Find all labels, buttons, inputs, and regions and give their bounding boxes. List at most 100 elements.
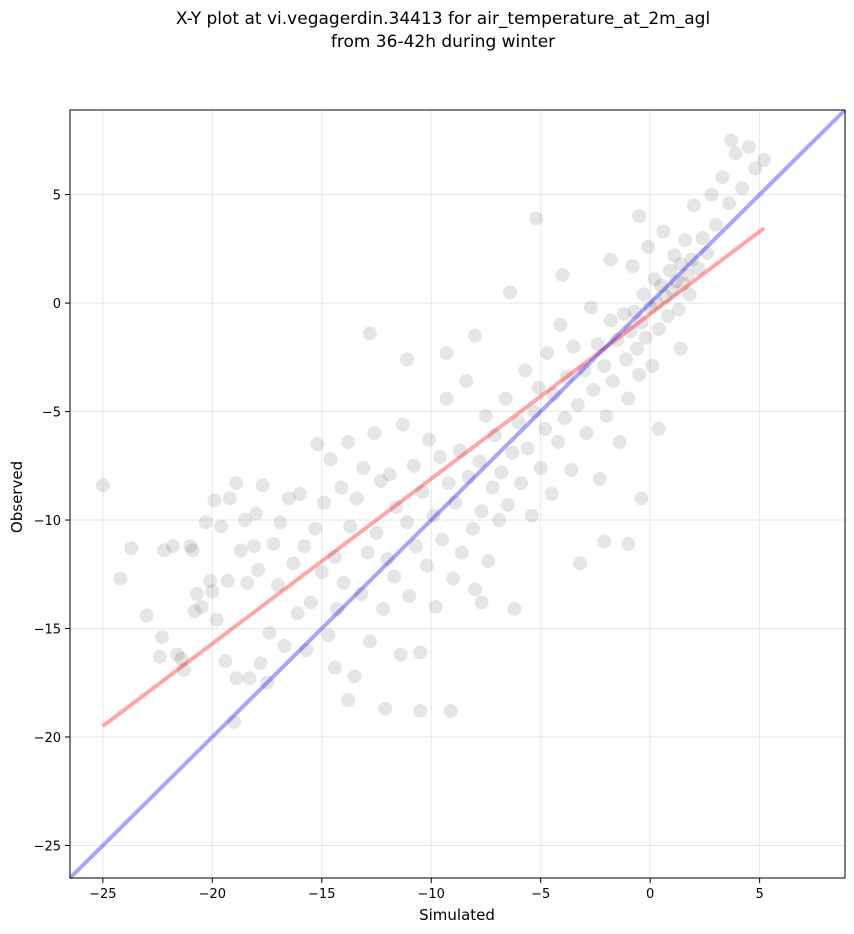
- scatter-point: [316, 495, 331, 510]
- chart-subtitle: from 36-42h during winter: [331, 32, 555, 52]
- scatter-point: [354, 586, 369, 601]
- scatter-point: [422, 432, 437, 447]
- scatter-point: [187, 604, 202, 619]
- scatter-point: [277, 638, 292, 653]
- scatter-point: [500, 497, 515, 512]
- scatter-point: [356, 460, 371, 475]
- y-axis-ticks: −25 −20 −15 −10 −5 0 5: [34, 189, 70, 854]
- scatter-point: [741, 139, 756, 154]
- scatter-point: [321, 628, 336, 643]
- scatter-point: [619, 352, 634, 367]
- scatter-point: [373, 473, 388, 488]
- scatter-point: [695, 231, 710, 245]
- scatter-point: [334, 480, 349, 495]
- scatter-point: [413, 703, 428, 718]
- scatter-point: [343, 519, 358, 534]
- scatter-point: [218, 654, 233, 669]
- scatter-point: [540, 345, 555, 360]
- scatter-point: [330, 601, 345, 616]
- scatter-point: [673, 257, 688, 272]
- scatter-point: [621, 536, 636, 551]
- scatter-point: [478, 408, 493, 423]
- scatter-point: [660, 309, 675, 324]
- scatter-point: [704, 187, 719, 202]
- scatter-point: [336, 575, 351, 590]
- scatter-point: [555, 267, 570, 282]
- scatter-point: [297, 539, 312, 554]
- scatter-point: [468, 328, 483, 343]
- scatter-point: [570, 398, 585, 413]
- scatter-point: [665, 283, 680, 298]
- scatter-point: [579, 426, 594, 441]
- scatter-point: [419, 558, 434, 573]
- scatter-point: [376, 601, 391, 616]
- scatter-point: [468, 582, 483, 597]
- y-tick-label: 5: [53, 189, 61, 204]
- scatter-point: [249, 506, 264, 521]
- scatter-point: [564, 463, 579, 478]
- scatter-point: [513, 476, 528, 491]
- scatter-point: [327, 549, 342, 564]
- scatter-point: [625, 259, 640, 274]
- scatter-point: [682, 287, 697, 302]
- scatter-point: [189, 586, 204, 601]
- x-axis-label: Simulated: [419, 906, 495, 924]
- scatter-point: [577, 363, 592, 378]
- scatter-point: [533, 460, 548, 475]
- scatter-point: [246, 539, 261, 554]
- scatter-point: [675, 276, 690, 291]
- scatter-point: [290, 606, 305, 621]
- scatter-point: [498, 391, 513, 406]
- scatter-point: [251, 562, 266, 577]
- scatter-point: [756, 152, 771, 167]
- scatter-point: [573, 556, 588, 571]
- scatter-point: [524, 508, 539, 523]
- scatter-point: [157, 543, 172, 558]
- scatter-point: [198, 515, 213, 530]
- scatter-point: [529, 211, 544, 226]
- scatter-point: [610, 332, 625, 347]
- scatter-point: [124, 541, 139, 556]
- scatter-point: [651, 421, 666, 436]
- scatter-point: [426, 508, 441, 523]
- scatter-point: [395, 417, 410, 432]
- scatter-point: [393, 647, 408, 662]
- scatter-point: [448, 495, 463, 510]
- scatter-point: [323, 452, 338, 467]
- scatter-point: [592, 471, 607, 486]
- scatter-point: [518, 363, 533, 378]
- scatter-point: [387, 569, 402, 584]
- scatter-point: [636, 287, 651, 302]
- scatter-point: [586, 382, 601, 397]
- regression-line: [101, 226, 766, 728]
- scatter-point: [511, 415, 526, 430]
- y-tick-label: 0: [53, 297, 61, 312]
- scatter-point: [362, 634, 377, 649]
- scatter-point: [651, 322, 666, 337]
- scatter-point: [603, 252, 618, 267]
- scatter-point: [378, 701, 393, 716]
- scatter-point: [492, 513, 507, 528]
- scatter-point: [708, 217, 723, 232]
- scatter-point: [262, 625, 277, 640]
- scatter-point: [566, 339, 581, 354]
- scatter-point: [214, 519, 229, 534]
- scatter-point: [382, 467, 397, 482]
- scatter-point: [673, 341, 688, 356]
- y-tick-label: −5: [42, 406, 61, 421]
- scatter-point: [654, 278, 669, 293]
- scatter-point: [691, 261, 706, 276]
- scatter-point: [349, 491, 364, 506]
- scatter-point: [715, 170, 730, 185]
- scatter-point: [487, 428, 502, 443]
- scatter-point: [303, 595, 318, 610]
- scatter-point: [452, 443, 467, 458]
- scatter-point: [551, 434, 566, 449]
- scatter-point: [229, 476, 244, 491]
- grid: [70, 110, 845, 878]
- scatter-point: [183, 539, 198, 554]
- scatter-point: [721, 196, 736, 211]
- scatter-point: [680, 267, 695, 282]
